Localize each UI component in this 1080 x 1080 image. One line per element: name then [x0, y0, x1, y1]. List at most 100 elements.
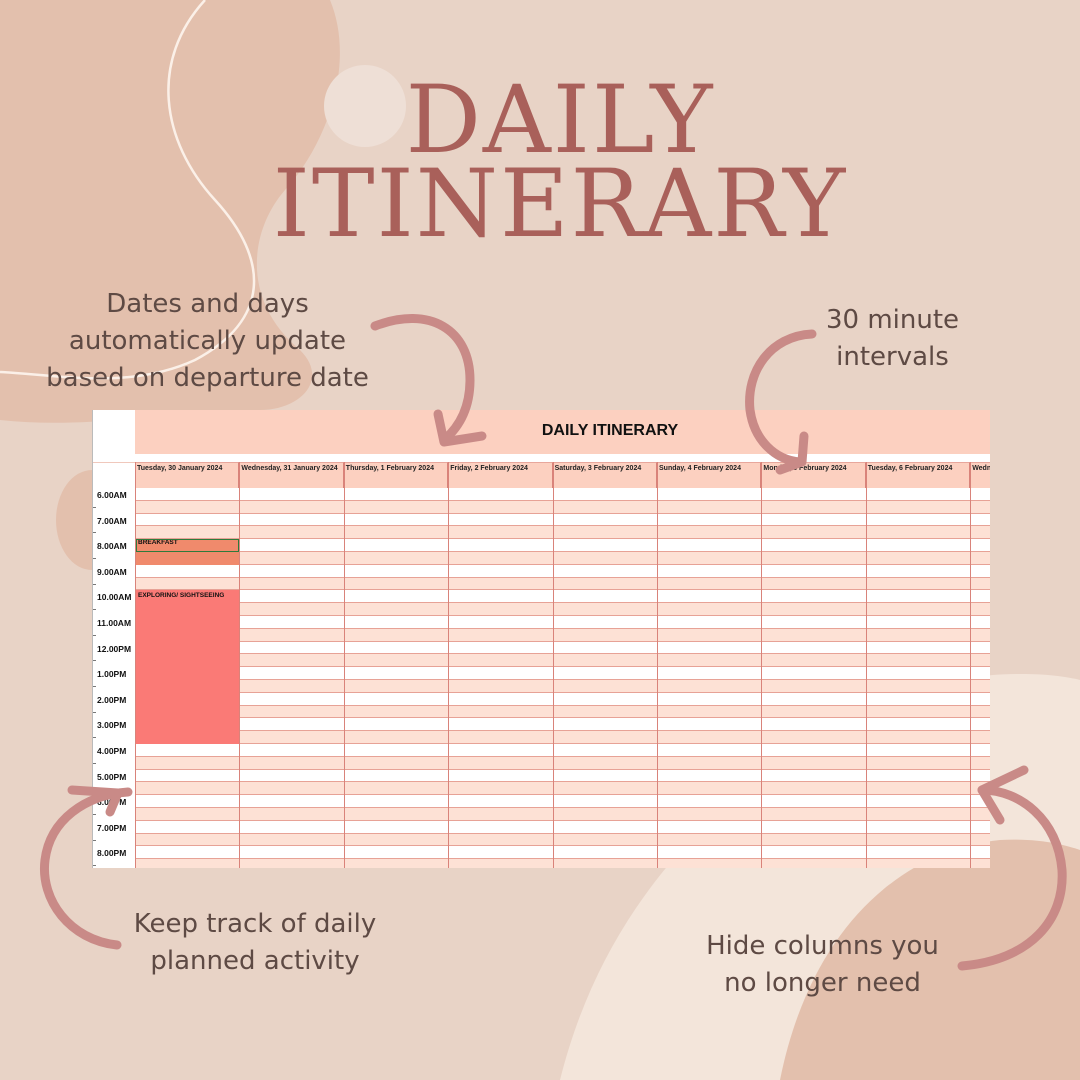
column-header-date: Sunday, 4 February 2024: [657, 462, 762, 488]
column-divider: [657, 462, 658, 868]
table-row: [135, 526, 990, 540]
row-tick: [93, 762, 96, 764]
row-tick: [93, 532, 96, 534]
column-header-date: Tuesday, 30 January 2024: [135, 462, 240, 488]
sheet-corner: [93, 410, 136, 455]
note-track-line2: planned activity: [150, 946, 360, 976]
column-header-date: Wedn: [970, 462, 990, 488]
time-label: 2.00PM: [97, 694, 127, 705]
page-title-line1: DAILY: [405, 66, 715, 175]
table-row: [135, 603, 990, 616]
table-row: [135, 731, 990, 744]
table-row: [135, 564, 990, 578]
time-label: 1.00PM: [97, 669, 127, 680]
time-label: 9.00AM: [97, 566, 127, 577]
table-row: [135, 744, 990, 757]
page-title-line2: ITINERARY: [272, 150, 848, 259]
sheet-banner: DAILY ITINERARY: [135, 410, 990, 454]
note-interval-line2: intervals: [836, 342, 949, 372]
column-divider: [239, 462, 241, 868]
row-tick: [93, 634, 96, 636]
time-label: 4.00PM: [97, 746, 127, 756]
column-divider: [448, 462, 450, 868]
table-row: [135, 859, 990, 868]
note-dates-line2: automatically update: [68, 326, 347, 356]
row-tick: [93, 558, 96, 559]
table-row: [135, 846, 990, 860]
time-label: 7.00AM: [97, 515, 127, 526]
table-row: [135, 756, 990, 770]
column-divider: [552, 462, 554, 868]
activity-block-breakfast[interactable]: BREAKFAST: [136, 539, 239, 565]
column-header-date: Friday, 2 February 2024: [448, 462, 553, 488]
table-row: [135, 769, 990, 783]
row-tick: [93, 660, 96, 662]
note-30-minute-intervals: 30 minute intervals: [800, 302, 985, 376]
table-row: [135, 641, 990, 655]
time-label: 8.00AM: [97, 541, 127, 552]
note-track-line1: Keep track of daily: [133, 909, 377, 939]
time-label: 10.00AM: [97, 592, 132, 603]
table-row: [135, 718, 990, 732]
row-tick: [93, 711, 96, 713]
table-row: [135, 488, 990, 501]
column-header-date: Thursday, 1 February 2024: [343, 462, 449, 488]
note-interval-line1: 30 minute: [825, 305, 960, 335]
column-divider: [865, 462, 867, 868]
activity-block-sightseeing[interactable]: EXPLORING/ SIGHTSEEING: [136, 590, 239, 744]
table-row: [135, 833, 990, 847]
note-hide-line1: Hide columns you: [706, 931, 939, 961]
table-row: [135, 705, 990, 719]
sheet-banner-title: DAILY ITINERARY: [541, 422, 679, 439]
time-label: 6.00AM: [97, 490, 127, 500]
table-row: [135, 539, 990, 552]
column-header-date: Tuesday, 6 February 2024: [865, 462, 971, 488]
table-row: [135, 577, 990, 591]
row-tick: [93, 583, 96, 585]
table-row: [135, 795, 990, 808]
row-tick: [93, 788, 96, 790]
row-tick: [93, 737, 96, 739]
note-dates-line1: Dates and days: [106, 289, 309, 319]
time-label: 3.00PM: [97, 720, 127, 731]
note-dates-line3: based on departure date: [46, 363, 369, 393]
table-row: [135, 667, 990, 680]
time-label: 11.00AM: [97, 618, 132, 628]
table-row: [135, 590, 990, 604]
column-divider: [761, 462, 763, 868]
spreadsheet-screenshot: DAILY ITINERARY BREAKFAST EXPLORING/ SIGH…: [92, 410, 990, 868]
table-row: [135, 680, 990, 693]
row-tick: [93, 686, 96, 687]
column-divider: [135, 462, 136, 868]
table-row: [135, 513, 990, 527]
time-label: 6.00PM: [97, 797, 127, 808]
column-divider: [343, 462, 345, 868]
note-dates-update: Dates and days automatically update base…: [40, 286, 375, 397]
note-hide-line2: no longer need: [724, 968, 921, 998]
column-header-date: Wednesday, 31 January 2024: [239, 462, 344, 488]
table-row: [135, 500, 990, 514]
row-tick: [93, 609, 96, 611]
table-row: [135, 820, 990, 834]
row-tick: [93, 839, 96, 841]
table-row: [135, 628, 990, 642]
column-divider: [970, 462, 972, 868]
time-label: 5.00PM: [97, 771, 127, 782]
column-header-date: Saturday, 3 February 2024: [552, 462, 657, 488]
row-tick: [93, 814, 96, 815]
row-tick: [93, 865, 96, 867]
table-row: [135, 552, 990, 565]
table-row: [135, 654, 990, 668]
column-header-date: Monday, 5 February 2024: [761, 462, 866, 488]
note-track-activity: Keep track of daily planned activity: [120, 906, 390, 980]
time-label: 8.00PM: [97, 848, 127, 859]
time-label: 12.00PM: [97, 643, 132, 654]
table-row: [135, 782, 990, 796]
table-row: [135, 692, 990, 706]
table-row: [135, 808, 990, 821]
note-hide-columns: Hide columns you no longer need: [690, 928, 955, 1002]
time-label: 7.00PM: [97, 822, 127, 833]
row-tick: [93, 506, 96, 508]
selected-cell-outline: [136, 539, 239, 552]
table-row: [135, 616, 990, 629]
